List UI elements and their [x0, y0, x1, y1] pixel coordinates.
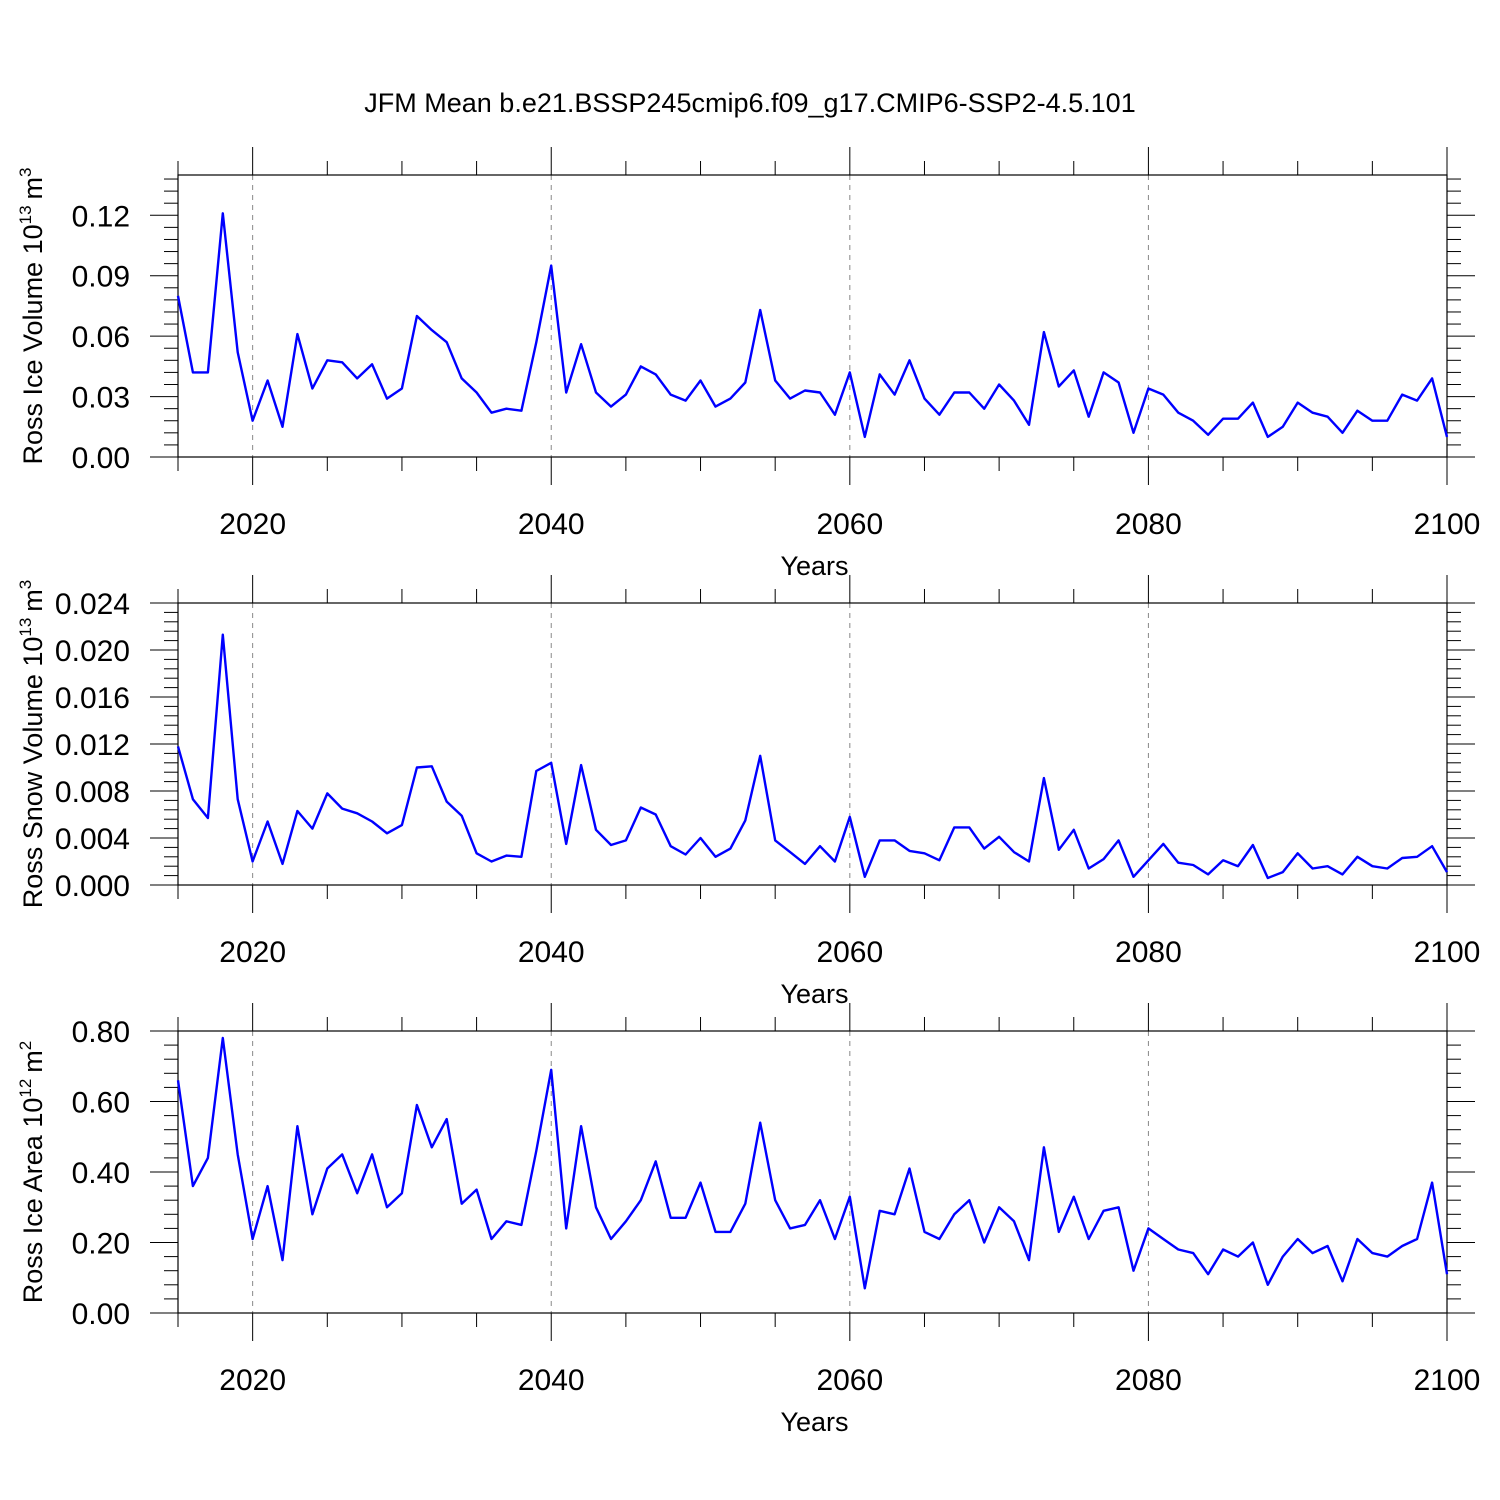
- y-axis-label-exponent: 12: [16, 1079, 35, 1098]
- y-tick-label: 0.12: [72, 200, 130, 233]
- y-axis-label-text: Ross Ice Area 10: [18, 1098, 48, 1304]
- y-tick-label: 0.00: [72, 442, 130, 475]
- y-axis-label-unit-exponent: 3: [16, 167, 35, 176]
- y-axis-label-unit-exponent: 2: [16, 1041, 35, 1050]
- y-tick-label: 0.016: [55, 682, 130, 715]
- x-tick-label: 2100: [1414, 1364, 1481, 1397]
- x-tick-label: 2100: [1414, 508, 1481, 541]
- chart-panel-2: 2020 2040 2060 2080 2100 0.000 0.004 0.008 0.012…: [16, 575, 1480, 1009]
- chart-panel-1: 2020 2040 2060 2080 2100 0.00 0.03 0.06 0.09 0.12…: [16, 147, 1480, 581]
- x-tick-label: 2080: [1115, 936, 1182, 969]
- x-tick-label: 2040: [518, 1364, 585, 1397]
- plot-frame: [177, 1030, 1448, 1314]
- y-axis-label: Ross Ice Area 1012 m2: [16, 1041, 48, 1304]
- y-axis-label: Ross Ice Volume 1013 m3: [16, 167, 48, 464]
- y-axis-label-unit: m: [18, 1050, 48, 1073]
- x-tick-label: 2100: [1414, 936, 1481, 969]
- y-axis-label-exponent: 13: [16, 618, 35, 637]
- plot-frame: [177, 602, 1448, 886]
- y-tick-label: 0.020: [55, 635, 130, 668]
- y-tick-label: 0.80: [72, 1016, 130, 1049]
- x-tick-label: 2080: [1115, 1364, 1182, 1397]
- y-tick-label: 0.03: [72, 382, 130, 415]
- y-axis-label-text: Ross Snow Volume 10: [18, 637, 48, 909]
- y-axis-label-unit-exponent: 3: [16, 580, 35, 589]
- y-tick-label: 0.00: [72, 1298, 130, 1331]
- x-axis-label: Years: [780, 551, 848, 581]
- y-tick-label: 0.20: [72, 1228, 130, 1261]
- x-tick-label: 2020: [219, 1364, 286, 1397]
- panels-container: 2020 2040 2060 2080 2100 0.00 0.03 0.06 0.09 0.12…: [16, 147, 1480, 1437]
- y-tick-label: 0.024: [55, 588, 130, 621]
- plot-frame: [177, 174, 1448, 458]
- data-series-line: [176, 1036, 1449, 1290]
- x-axis-label: Years: [780, 979, 848, 1009]
- x-tick-label: 2040: [518, 936, 585, 969]
- y-tick-label: 0.008: [55, 776, 130, 809]
- figure-title: JFM Mean b.e21.BSSP245cmip6.f09_g17.CMIP…: [364, 88, 1135, 118]
- y-tick-label: 0.60: [72, 1087, 130, 1120]
- y-axis-label-text: Ross Ice Volume 10: [18, 224, 48, 464]
- x-tick-label: 2020: [219, 508, 286, 541]
- y-tick-label: 0.004: [55, 823, 130, 856]
- y-axis-label-exponent: 13: [16, 205, 35, 224]
- y-tick-label: 0.000: [55, 870, 130, 903]
- chart-panel-3: 2020 2040 2060 2080 2100 0.00 0.20 0.40 0.60 0.80…: [16, 1003, 1480, 1437]
- x-tick-label: 2080: [1115, 508, 1182, 541]
- x-tick-label: 2060: [816, 1364, 883, 1397]
- y-axis-label-unit: m: [18, 177, 48, 200]
- y-axis-label-unit: m: [18, 589, 48, 612]
- y-tick-label: 0.012: [55, 729, 130, 762]
- y-tick-label: 0.40: [72, 1157, 130, 1190]
- x-tick-label: 2020: [219, 936, 286, 969]
- y-axis-label: Ross Snow Volume 1013 m3: [16, 580, 48, 909]
- x-tick-label: 2060: [816, 508, 883, 541]
- x-tick-label: 2040: [518, 508, 585, 541]
- data-series-line: [176, 633, 1449, 880]
- y-tick-label: 0.06: [72, 321, 130, 354]
- y-tick-label: 0.09: [72, 261, 130, 294]
- x-tick-label: 2060: [816, 936, 883, 969]
- data-series-line: [176, 212, 1449, 439]
- x-axis-label: Years: [780, 1407, 848, 1437]
